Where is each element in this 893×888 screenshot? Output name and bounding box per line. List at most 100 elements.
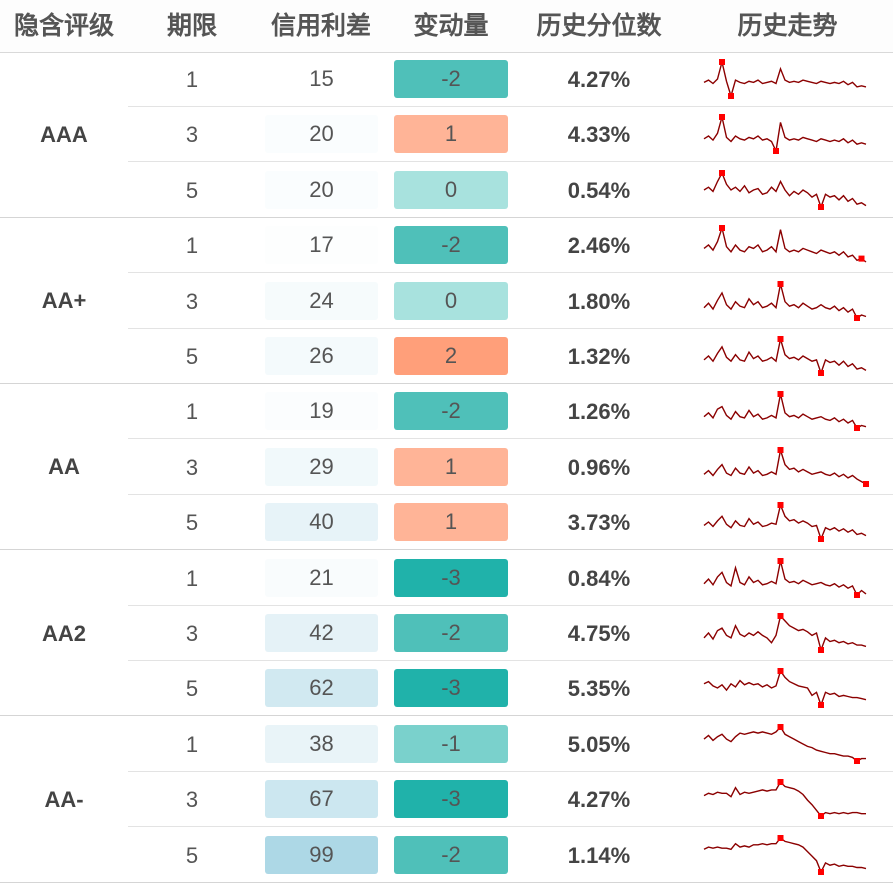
sparkline-path [703,117,867,154]
term-cell: 3 [185,454,199,480]
percentile-cell: 4.75% [567,621,631,646]
term-cell: 3 [185,288,199,314]
term-cell: 1 [185,233,199,259]
sparkline-min-marker [818,370,824,376]
row-divider [0,881,893,883]
trend-sparkline [703,391,867,432]
change-cell: -2 [394,835,508,874]
term-cell: 5 [185,842,199,868]
percentile-cell: 1.26% [567,399,631,425]
trend-sparkline [703,336,867,376]
table-row: 3 42 -2 4.75% [0,606,893,661]
sparkline-path [703,283,867,319]
percentile-cell: 5.05% [567,731,631,757]
percentile-cell: 0.84% [567,565,631,591]
sparkline-max-marker [777,446,784,453]
sparkline-max-marker [777,336,784,342]
percentile-cell: 4.27% [567,67,631,92]
term-cell: 5 [185,177,199,203]
sparkline-min-marker [728,93,734,99]
row-divider [128,161,893,163]
change-cell: 2 [394,337,508,375]
sparkline-max-marker [719,114,725,121]
spread-cell: 38 [265,724,378,763]
sparkline-min-marker [854,591,860,598]
sparkline-min-marker [863,480,869,487]
table-row: 5 99 -2 1.14% [0,828,893,883]
trend-sparkline [703,225,867,263]
sparkline-path [703,669,867,708]
spread-cell: 67 [265,780,378,819]
spread-cell: 42 [265,614,378,652]
change-cell: 1 [394,447,508,486]
term-cell: 1 [185,67,199,92]
row-divider [128,660,893,661]
sparkline-min-marker [854,314,860,321]
row-divider [128,493,893,495]
table-row: 1 38 -1 5.05% [0,717,893,772]
row-divider [128,106,893,107]
percentile-cell: 0.96% [567,454,631,480]
term-cell: 1 [185,565,199,591]
percentile-cell: 0.54% [567,177,631,203]
sparkline-min-marker [773,148,779,155]
trend-sparkline [703,779,866,820]
trend-sparkline [703,613,867,653]
sparkline-max-marker [777,557,784,564]
spread-cell: 17 [265,226,378,265]
sparkline-max-marker [777,779,784,786]
sparkline-max-marker [777,834,784,841]
percentile-cell: 3.73% [567,510,631,536]
sparkline-min-marker [818,868,824,875]
term-cell: 1 [185,731,199,757]
sparkline-max-marker [777,280,784,287]
spread-cell: 40 [265,503,378,542]
term-cell: 1 [185,399,199,425]
sparkline-max-marker [777,668,784,675]
trend-sparkline [703,834,867,875]
spread-cell: 99 [265,835,378,874]
sparkline-path [703,614,867,653]
sparkline-min-marker [818,813,824,820]
spread-cell: 20 [265,115,378,154]
trend-sparkline [703,59,867,99]
term-cell: 3 [185,621,199,646]
percentile-cell: 4.27% [567,787,631,813]
percentile-cell: 2.46% [567,233,631,259]
table-row: 3 67 -3 4.27% [0,772,893,828]
trend-sparkline [703,114,867,155]
percentile-cell: 4.33% [567,122,631,148]
sparkline-path [703,502,867,542]
change-cell: -2 [394,614,508,652]
sparkline-path [703,449,867,485]
change-cell: -3 [394,669,508,708]
trend-sparkline [703,668,867,709]
spread-cell: 29 [265,447,378,486]
percentile-cell: 5.35% [567,676,631,702]
sparkline-path [703,394,867,430]
trend-sparkline [703,723,866,764]
table-row: 1 19 -2 1.26% [0,384,893,440]
header-spread: 信用利差 [270,12,371,40]
table-row: 3 24 0 1.80% [0,274,893,329]
change-cell: 1 [394,115,508,154]
spread-cell: 15 [265,60,378,98]
header-percentile: 历史分位数 [536,12,662,40]
sparkline-max-marker [719,169,725,176]
row-divider [0,549,893,551]
sparkline-max-marker [777,613,784,619]
sparkline-min-marker [818,203,824,210]
trend-sparkline [703,169,867,210]
row-divider [0,383,893,384]
sparkline-min-marker [818,647,824,653]
rating-label: AA- [44,786,84,812]
term-cell: 5 [185,510,199,536]
trend-sparkline [703,557,867,598]
table-row: 1 15 -2 4.27% [0,52,893,107]
spread-cell: 62 [265,669,378,708]
percentile-cell: 1.80% [567,288,631,314]
table-row: 3 20 1 4.33% [0,107,893,163]
percentile-cell: 1.32% [567,344,631,369]
change-cell: -3 [394,780,508,819]
table-row: 5 26 2 1.32% [0,329,893,384]
